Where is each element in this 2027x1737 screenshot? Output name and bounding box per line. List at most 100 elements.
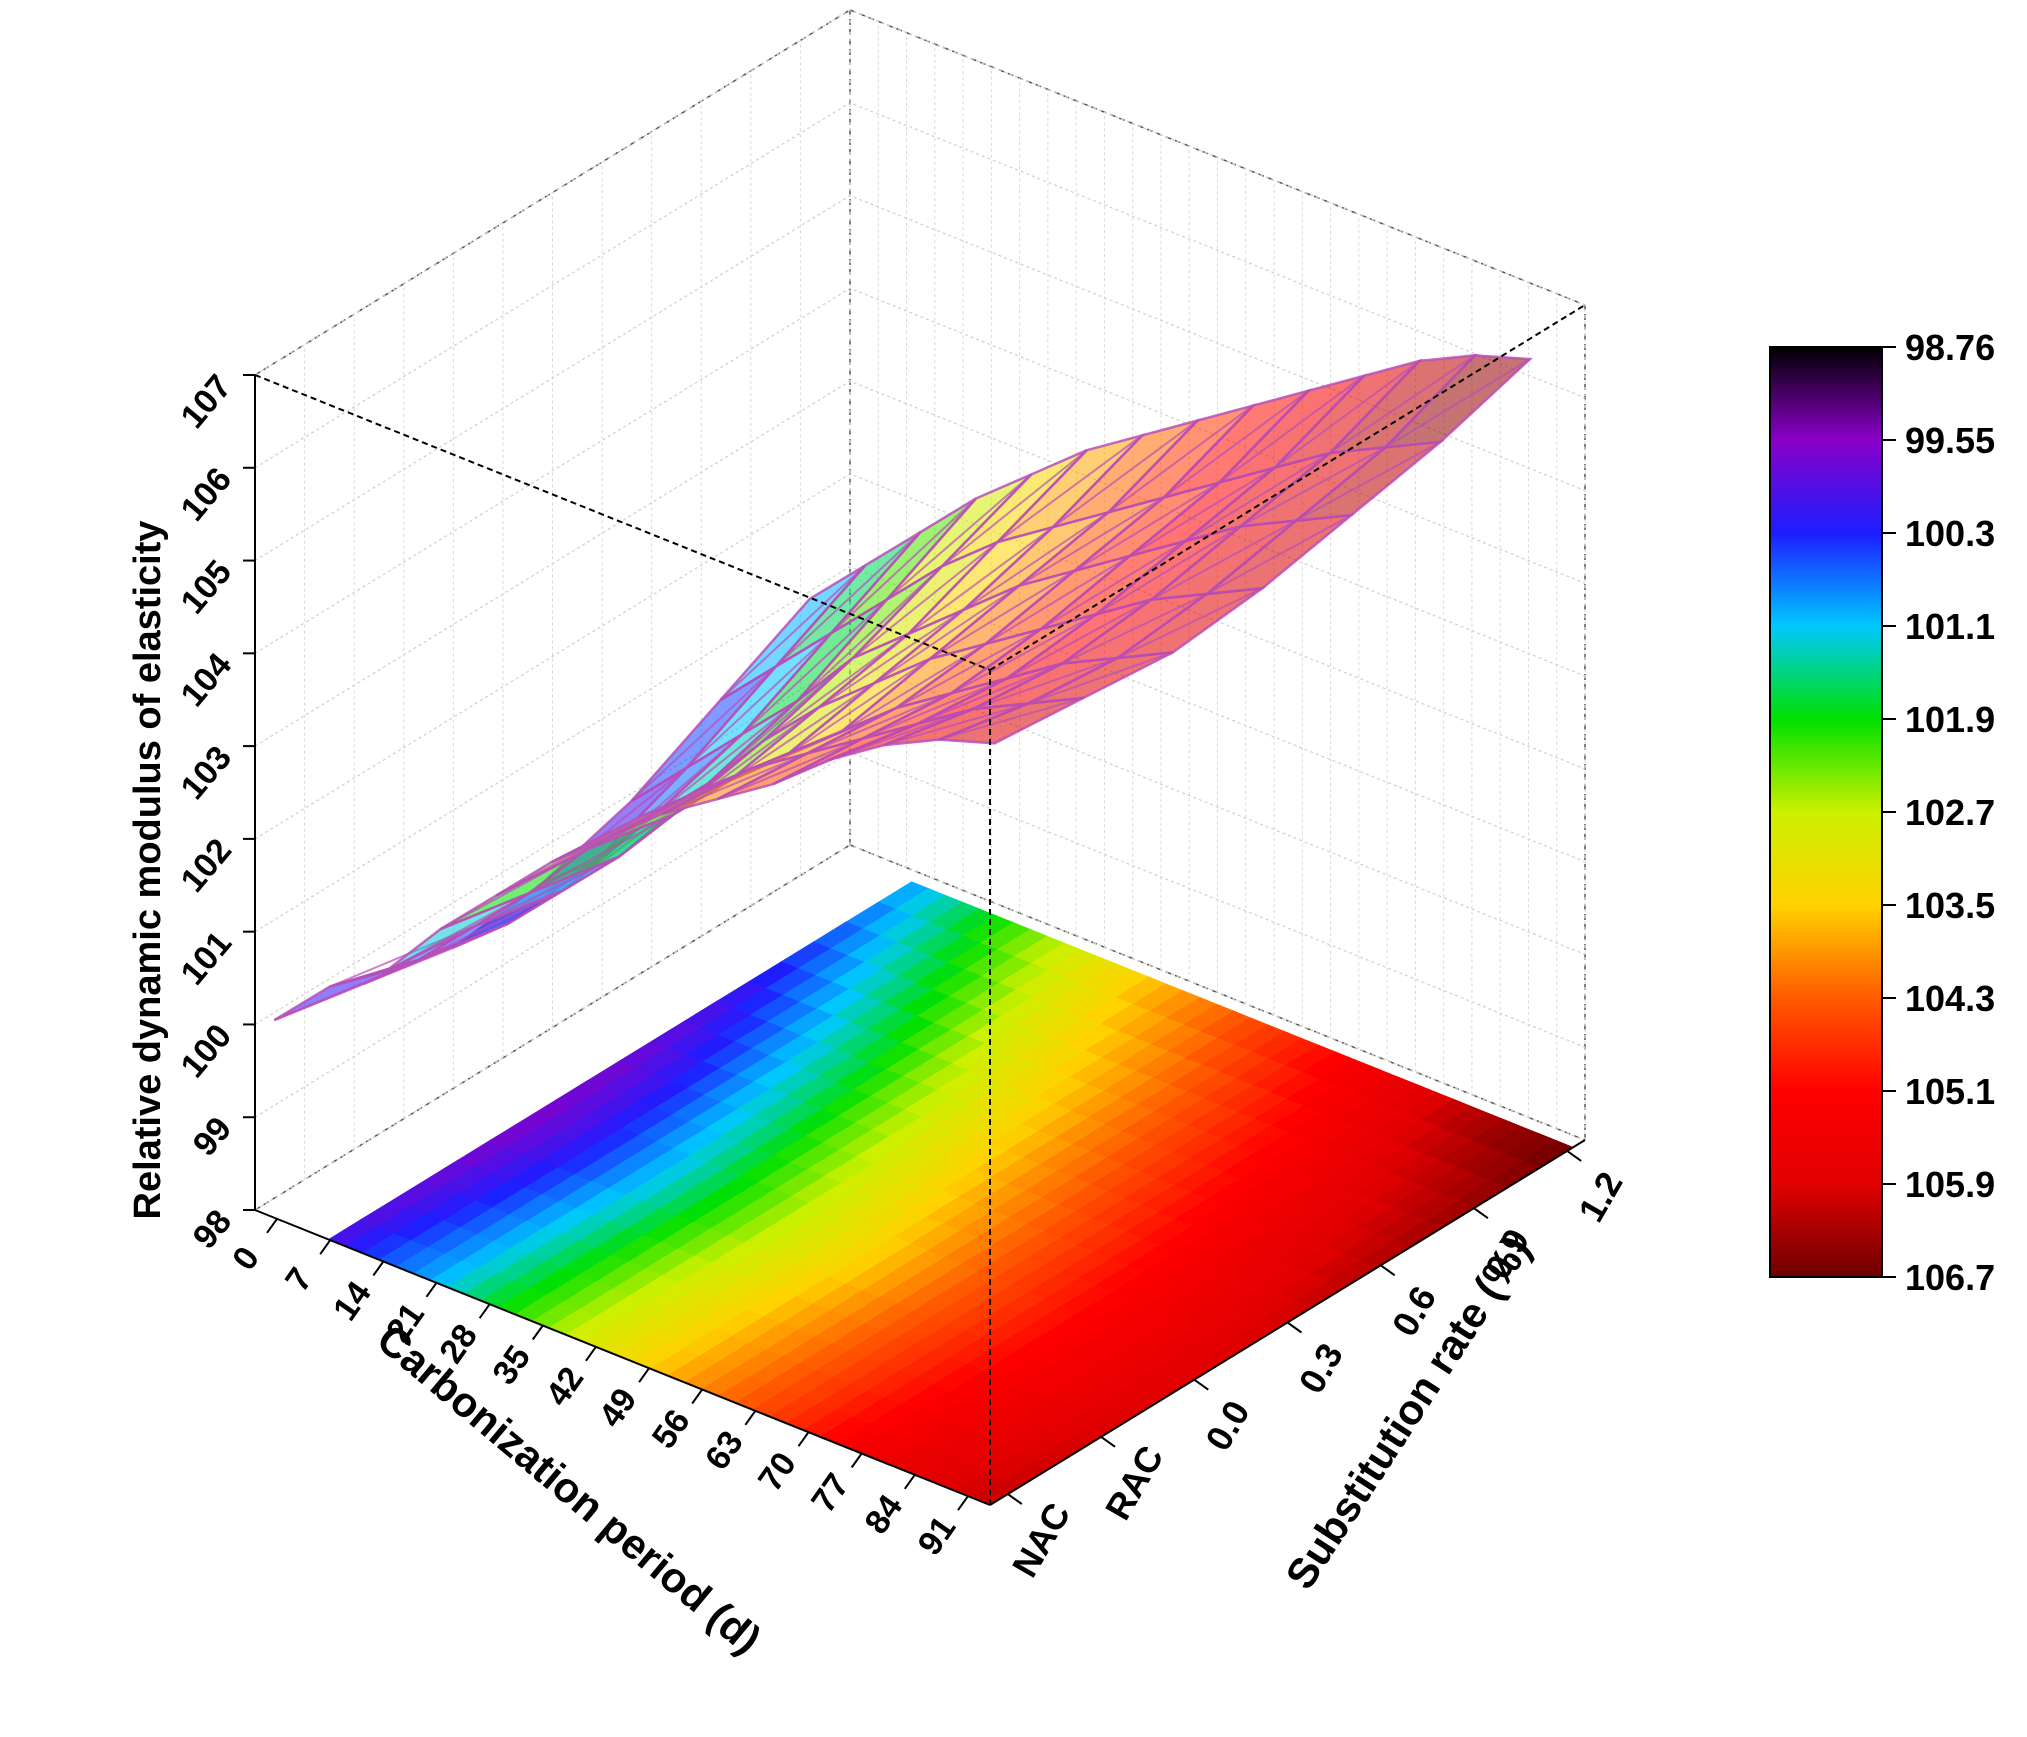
colorbar-tick-label: 103.5 [1905,885,1995,926]
surface-diagonal [1240,446,1386,528]
axis-box-front [254,304,1586,1506]
surface-diagonal [1151,519,1297,601]
surface-diagonal [972,656,1118,710]
surface-diagonal [473,855,620,928]
surface-diagonal [685,632,832,769]
x-tick-mark [903,1474,916,1490]
surface-diagonal [1129,466,1276,557]
colorbar-tick-label: 104.3 [1905,978,1995,1019]
surface-diagonal [1107,404,1254,514]
surface-diagonal [750,707,897,770]
surface-diagonal [929,569,1076,660]
surface-diagonal [984,555,1131,645]
surface-diagonal [529,813,675,894]
z-tick-label: 107 [174,368,240,436]
surface-diagonal [1163,389,1310,499]
z-tick-label: 101 [174,924,240,992]
surface-diagonal [1028,651,1174,705]
x-tick-label: 63 [698,1424,751,1477]
y-tick-mark [1473,1207,1489,1219]
surface-diagonal [818,608,965,709]
y-tick-label: 0.3 [1290,1336,1351,1400]
grid-line [254,9,1586,376]
x-tick-mark [266,1218,278,1234]
surface-diagonal [1018,496,1165,587]
3d-surface [273,353,1533,1022]
surface-diagonal [1052,419,1199,529]
x-tick-mark [691,1388,704,1405]
surface-diagonal [886,473,1033,601]
colorbar-tick-label: 99.55 [1905,420,1995,461]
x-tick-mark [797,1431,810,1447]
surface-diagonal [883,702,1029,747]
surface-diagonal [384,892,531,973]
surface-diagonal [1040,540,1186,631]
x-tick-label: 56 [645,1403,698,1456]
surface-diagonal [1006,598,1152,680]
x-tick-mark [744,1410,757,1426]
x-tick-label: 42 [539,1360,592,1413]
colorbar: 98.76 99.55 100.3 101.1 101.9 102.7 103.5 104.3… [1769,327,1995,1298]
surface-diagonal [1218,375,1365,484]
surface-diagonal [1384,358,1531,449]
surface-diagonal [1117,587,1263,659]
surface-diagonal [763,633,909,742]
surface-diagonal [1061,592,1208,665]
surface-diagonal [775,531,922,668]
x-tick-label: 0 [225,1240,267,1277]
z-tick-label: 100 [174,1017,240,1085]
x-tick-mark [585,1346,597,1362]
colorbar-ticks: 98.76 99.55 100.3 101.1 101.9 102.7 103.5 104.3… [1882,327,1995,1298]
y-tick-mark [1380,1264,1396,1277]
colorbar-tick-label: 98.76 [1905,327,1995,368]
grid-line [254,473,1586,840]
x-tick-mark [850,1452,863,1469]
z-tick-label: 106 [174,460,240,528]
x-tick-label: 77 [804,1467,857,1520]
y-tick-label: 0.0 [1197,1394,1258,1458]
box-edge [254,374,991,671]
x-tick-mark [425,1282,438,1298]
y-tick-mark [1100,1436,1116,1448]
surface-diagonal [652,700,799,818]
z-tick-label: 102 [174,832,240,900]
y-tick-label: RAC [1097,1439,1172,1527]
surface-diagonal [907,526,1054,635]
colorbar-tick-label: 100.3 [1905,513,1995,554]
surface-diagonal [996,434,1143,543]
box-edge [989,304,1586,671]
y-tick-mark [1566,1150,1582,1162]
colorbar-tick-label: 106.7 [1905,1257,1995,1298]
surface-diagonal [830,497,977,634]
surface-diagonal [1073,481,1220,572]
surface-diagonal [873,584,1020,684]
surface-diagonal [418,889,564,961]
x-tick-label: 7 [278,1261,320,1298]
x-tick-mark [319,1239,332,1255]
surface-diagonal [661,752,808,815]
surface-diagonal [784,658,931,758]
surface-diagonal [1095,525,1242,616]
x-tick-label: 70 [751,1445,804,1498]
surface-diagonal [963,511,1109,611]
surface-diagonal [717,737,863,800]
surface-diagonal [1206,514,1353,595]
surface-diagonal [1329,354,1476,454]
z-tick-label: 105 [174,553,240,621]
surface-diagonal [1295,440,1442,522]
surface-diagonal [938,696,1085,741]
surface-diagonal [861,677,1008,740]
x-tick-mark [478,1303,491,1319]
z-tick-label: 104 [174,646,240,714]
y-tick-label: 1.2 [1570,1165,1631,1229]
x-tick-mark [957,1495,969,1511]
z-tick-label: 103 [174,739,240,807]
surface-diagonal [950,613,1097,695]
surface-diagonal [630,665,777,802]
z-tick-label: 99 [186,1110,239,1163]
x-tick-label: 49 [592,1381,645,1434]
colorbar-tick-label: 105.9 [1905,1164,1995,1205]
colorbar-tick-label: 102.7 [1905,792,1995,833]
